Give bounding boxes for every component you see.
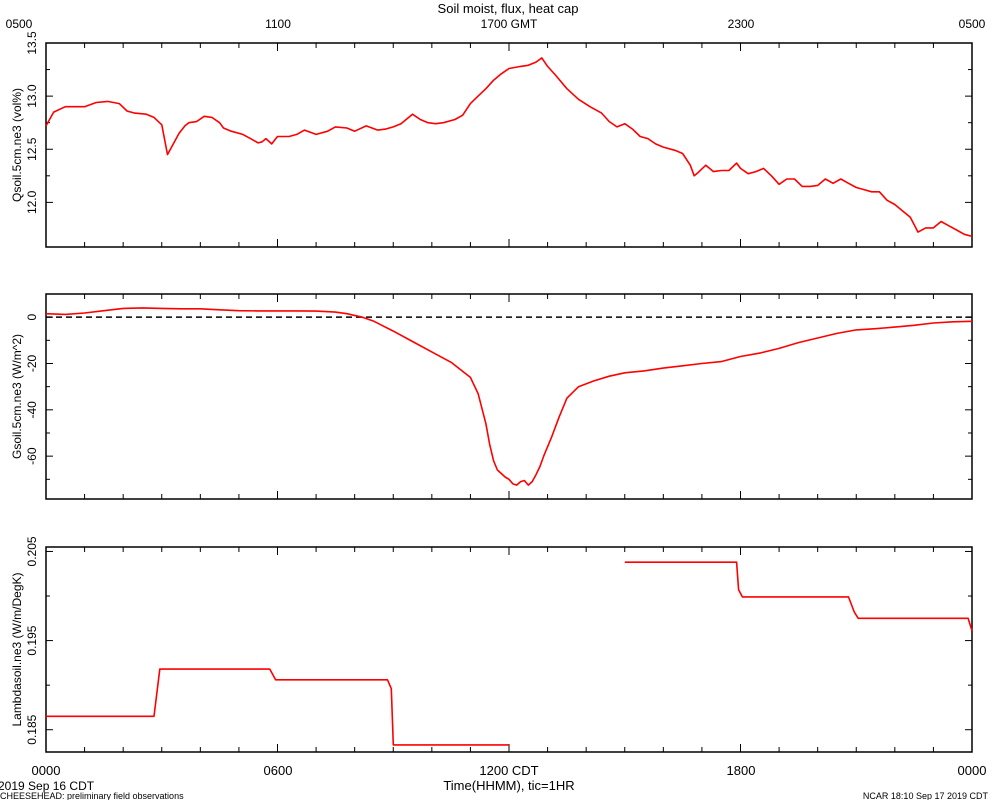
top-tick-label: 0500 xyxy=(959,17,986,31)
plot-frame xyxy=(45,42,973,248)
bottom-tick-label: 0000 xyxy=(32,763,61,778)
footer-right: NCAR 18:10 Sep 17 2019 CDT xyxy=(863,791,989,800)
date-label: 2019 Sep 16 CDT xyxy=(0,779,95,793)
chart-title: Soil moist, flux, heat cap xyxy=(438,1,579,16)
bottom-tick-label: 1800 xyxy=(727,763,756,778)
footer-left: CHEESEHEAD: preliminary field observatio… xyxy=(0,791,184,800)
panel-soil-moisture: 12.0 12.5 13.0 13.5 Qsoil.5cm.ne3 (vol%) xyxy=(10,31,973,248)
y-tick-label: 0.195 xyxy=(25,625,39,655)
y-tick-label: 13.0 xyxy=(25,84,39,108)
top-tick-label: 2300 xyxy=(728,17,755,31)
y-tick-label: 0.205 xyxy=(25,536,39,566)
y-tick-label: 13.5 xyxy=(25,31,39,55)
x-axis-label: Time(HHMM), tic=1HR xyxy=(443,778,574,793)
y-axis-label: Qsoil.5cm.ne3 (vol%) xyxy=(10,88,24,202)
series-line xyxy=(624,561,973,632)
bottom-tick-label: 0600 xyxy=(264,763,293,778)
y-tick-label: 0.185 xyxy=(25,714,39,744)
plot-frame xyxy=(45,546,973,753)
y-tick-label: 0 xyxy=(25,314,39,321)
y-axis-label: Lambdasoil.ne3 (W/m/DegK) xyxy=(10,572,24,726)
y-tick-label: -20 xyxy=(25,354,39,372)
series-line xyxy=(45,57,973,238)
y-tick-label: 12.0 xyxy=(25,190,39,214)
series-line xyxy=(46,668,509,746)
panel-soil-heat-flux: -60 -40 -20 0 Gsoil.5cm.ne3 (W/m^2) xyxy=(10,293,973,500)
top-tick-label: 1100 xyxy=(265,17,291,31)
plot-frame xyxy=(45,293,973,500)
bottom-tick-label: 1200 CDT xyxy=(479,763,538,778)
y-tick-label: -60 xyxy=(25,447,39,465)
series-line xyxy=(45,307,973,486)
top-tick-label: 0500 xyxy=(6,17,33,31)
y-tick-label: 12.5 xyxy=(25,137,39,161)
top-tick-label: 1700 GMT xyxy=(481,17,538,31)
y-axis-label: Gsoil.5cm.ne3 (W/m^2) xyxy=(10,334,24,459)
y-tick-label: -40 xyxy=(25,401,39,419)
bottom-tick-label: 0000 xyxy=(958,763,987,778)
